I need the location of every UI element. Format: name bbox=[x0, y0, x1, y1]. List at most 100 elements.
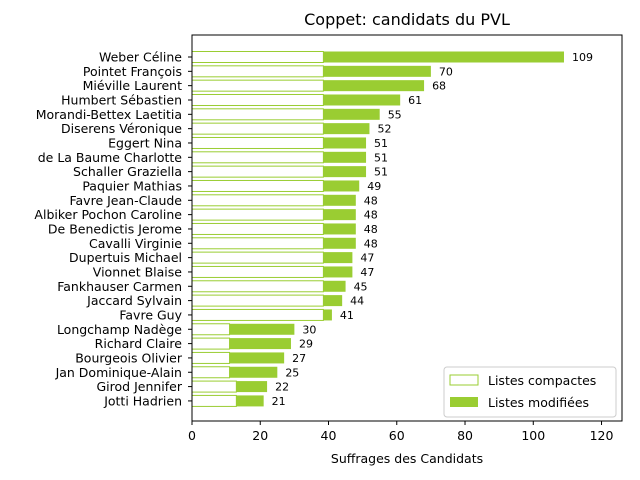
bar-compactes-23 bbox=[191, 380, 237, 393]
bar-compactes-7 bbox=[191, 151, 324, 164]
legend-label-compactes: Listes compactes bbox=[488, 373, 596, 388]
bars-group bbox=[191, 51, 564, 407]
candidate-label-11: Albiker Pochon Caroline bbox=[34, 207, 182, 222]
candidate-label-13: Cavalli Virginie bbox=[89, 236, 182, 251]
value-label-23: 22 bbox=[275, 381, 289, 394]
value-label-10: 48 bbox=[364, 194, 378, 207]
bar-modifiees-8 bbox=[323, 166, 367, 178]
value-label-13: 48 bbox=[364, 237, 378, 250]
bar-compactes-17 bbox=[191, 294, 324, 307]
value-label-1: 70 bbox=[439, 65, 453, 78]
bar-compactes-2 bbox=[191, 79, 324, 92]
bar-modifiees-14 bbox=[323, 252, 353, 264]
bar-compactes-13 bbox=[191, 237, 324, 250]
bar-compactes-9 bbox=[191, 179, 324, 192]
x-tick-label-1: 20 bbox=[252, 428, 268, 443]
bar-compactes-8 bbox=[191, 165, 324, 178]
candidate-label-17: Jaccard Sylvain bbox=[86, 293, 182, 308]
bar-modifiees-22 bbox=[229, 366, 278, 378]
axes-group: 0 20 40 60 80 100 120 bbox=[188, 34, 623, 443]
value-label-19: 30 bbox=[302, 323, 316, 336]
bar-compactes-4 bbox=[191, 108, 324, 121]
candidate-label-19: Longchamp Nadège bbox=[57, 322, 182, 337]
value-label-24: 21 bbox=[272, 395, 286, 408]
bar-compactes-6 bbox=[191, 136, 324, 149]
x-tick-label-3: 60 bbox=[389, 428, 405, 443]
candidate-label-18: Favre Guy bbox=[119, 307, 182, 322]
candidate-label-22: Jan Dominique-Alain bbox=[55, 365, 182, 380]
bar-modifiees-2 bbox=[323, 80, 425, 92]
value-label-3: 61 bbox=[408, 94, 422, 107]
candidate-label-4: Morandi-Bettex Laetitia bbox=[36, 107, 182, 122]
bar-compactes-19 bbox=[191, 323, 231, 336]
candidate-label-5: Diserens Véronique bbox=[61, 121, 182, 136]
candidate-label-7: de La Baume Charlotte bbox=[38, 150, 183, 165]
x-tick-label-5: 100 bbox=[521, 428, 545, 443]
value-label-22: 25 bbox=[285, 366, 299, 379]
value-label-0: 109 bbox=[572, 51, 593, 64]
bar-modifiees-13 bbox=[323, 237, 356, 249]
value-label-11: 48 bbox=[364, 209, 378, 222]
x-tick-label-0: 0 bbox=[188, 428, 196, 443]
bar-compactes-14 bbox=[191, 251, 324, 264]
bar-compactes-5 bbox=[191, 122, 324, 135]
bar-compactes-22 bbox=[191, 366, 231, 379]
candidate-label-16: Fankhauser Carmen bbox=[57, 279, 182, 294]
bar-modifiees-5 bbox=[323, 123, 370, 135]
bar-modifiees-12 bbox=[323, 223, 356, 235]
candidate-label-2: Miéville Laurent bbox=[83, 78, 182, 93]
bar-compactes-16 bbox=[191, 280, 324, 293]
value-label-18: 41 bbox=[340, 309, 354, 322]
candidate-label-3: Humbert Sébastien bbox=[61, 92, 182, 107]
bar-modifiees-20 bbox=[229, 338, 291, 350]
value-label-6: 51 bbox=[374, 137, 388, 150]
x-tick-label-4: 80 bbox=[457, 428, 473, 443]
value-label-7: 51 bbox=[374, 151, 388, 164]
bar-compactes-20 bbox=[191, 337, 231, 350]
bar-modifiees-15 bbox=[323, 266, 353, 278]
bar-modifiees-9 bbox=[323, 180, 360, 192]
bar-modifiees-24 bbox=[236, 395, 264, 407]
bar-modifiees-0 bbox=[323, 51, 564, 63]
value-label-21: 27 bbox=[292, 352, 306, 365]
value-label-5: 52 bbox=[377, 123, 391, 136]
bar-compactes-1 bbox=[191, 65, 324, 78]
bar-modifiees-11 bbox=[323, 209, 356, 221]
bar-modifiees-18 bbox=[323, 309, 332, 321]
value-label-14: 47 bbox=[360, 252, 374, 265]
bar-modifiees-16 bbox=[323, 280, 346, 292]
candidate-label-20: Richard Claire bbox=[95, 336, 183, 351]
candidate-label-24: Jotti Hadrien bbox=[103, 393, 182, 408]
candidate-label-10: Favre Jean-Claude bbox=[69, 193, 182, 208]
legend-label-modifiees: Listes modifiées bbox=[488, 395, 589, 410]
bar-modifiees-7 bbox=[323, 151, 367, 163]
value-label-12: 48 bbox=[364, 223, 378, 236]
x-axis-label: Suffrages des Candidats bbox=[331, 451, 483, 466]
bar-compactes-10 bbox=[191, 194, 324, 207]
bar-compactes-3 bbox=[191, 93, 324, 106]
bar-modifiees-6 bbox=[323, 137, 367, 149]
plot-frame bbox=[191, 34, 623, 422]
value-label-15: 47 bbox=[360, 266, 374, 279]
legend-frame bbox=[443, 366, 617, 418]
bar-compactes-0 bbox=[191, 51, 324, 63]
x-tick-label-6: 120 bbox=[590, 428, 614, 443]
candidate-label-9: Paquier Mathias bbox=[82, 178, 182, 193]
bar-modifiees-21 bbox=[229, 352, 285, 364]
bar-compactes-12 bbox=[191, 222, 324, 235]
value-label-17: 44 bbox=[350, 295, 364, 308]
candidate-label-6: Eggert Nina bbox=[108, 135, 182, 150]
candidate-label-8: Schaller Graziella bbox=[73, 164, 182, 179]
bar-modifiees-19 bbox=[229, 323, 295, 335]
bar-modifiees-3 bbox=[323, 94, 401, 106]
bar-compactes-21 bbox=[191, 351, 231, 364]
bar-compactes-18 bbox=[191, 308, 324, 321]
legend-swatch-modifiees bbox=[450, 397, 478, 407]
value-label-8: 51 bbox=[374, 166, 388, 179]
value-labels: 1097068615552515151494848484847474544413… bbox=[272, 51, 593, 408]
value-label-16: 45 bbox=[354, 280, 368, 293]
bar-modifiees-10 bbox=[323, 194, 356, 206]
value-label-20: 29 bbox=[299, 338, 313, 351]
bar-modifiees-17 bbox=[323, 295, 343, 307]
